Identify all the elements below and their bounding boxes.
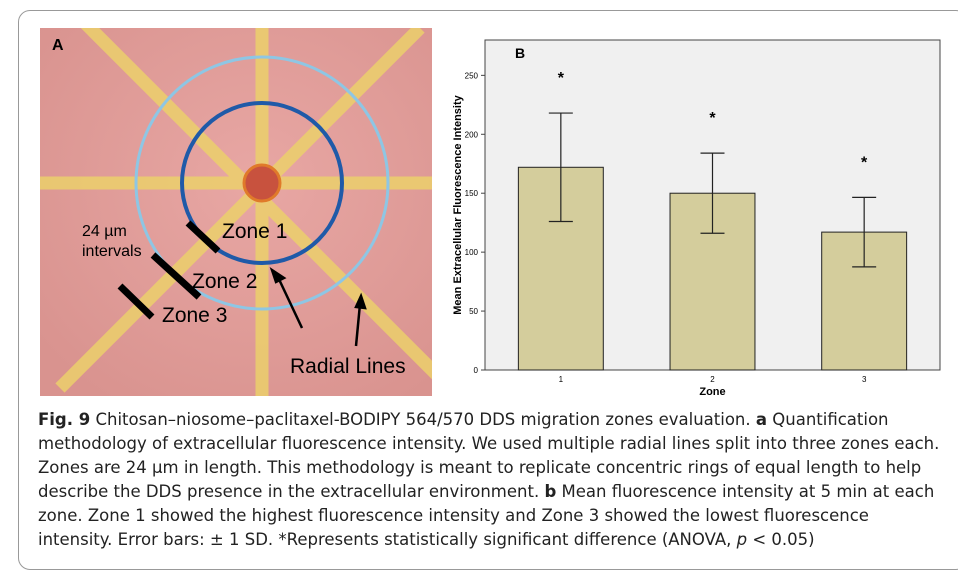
significance-mark: * <box>861 154 868 171</box>
zone-label: Zone 1 <box>222 220 287 243</box>
y-tick-label: 250 <box>465 71 479 80</box>
chart-title: B <box>515 45 525 61</box>
significance-mark: * <box>709 110 716 127</box>
x-tick-label: 3 <box>862 375 867 384</box>
x-tick-label: 1 <box>559 375 564 384</box>
panel-label: A <box>52 37 64 54</box>
error-bar <box>548 112 573 223</box>
radial-label: Radial Lines <box>290 355 406 378</box>
y-tick-label: 50 <box>469 307 478 316</box>
y-tick-label: 150 <box>465 189 479 198</box>
y-tick-label: 200 <box>465 130 479 139</box>
x-axis-label: Zone <box>699 386 725 398</box>
caption-text: Mean fluorescence intensity at 5 min at … <box>38 482 935 549</box>
caption-part: b <box>544 482 557 501</box>
caption-text: Chitosan–niosome–paclitaxel-BODIPY 564/5… <box>90 410 756 429</box>
zone-label: Zone 3 <box>162 304 227 327</box>
caption-text: < 0.05) <box>747 530 815 549</box>
error-bar <box>700 152 725 234</box>
panel-a-image: A 24 µm intervals Zone 1 Zone 2 Zone 3 R… <box>40 28 432 396</box>
y-tick-label: 0 <box>474 366 479 375</box>
caption-italic: p <box>736 530 748 549</box>
chart: B Zone Mean Extracellular Fluorescence Int… <box>452 39 941 398</box>
caption: Fig. 9 Chitosan–niosome–paclitaxel-BODIP… <box>38 408 943 552</box>
significance-mark: * <box>558 70 565 87</box>
y-tick-label: 100 <box>465 248 479 257</box>
interval-label: intervals <box>82 243 142 260</box>
caption-part: a <box>755 410 768 429</box>
x-tick-label: 2 <box>710 375 715 384</box>
y-axis-label: Mean Extracellular Fluorescence Intensit… <box>452 94 464 314</box>
caption-text: Quantification methodology of extracellu… <box>38 410 940 501</box>
interval-label: 24 µm <box>82 223 127 240</box>
caption-label: Fig. 9 <box>38 410 91 429</box>
zone-label: Zone 2 <box>192 270 257 293</box>
error-bar <box>852 196 877 268</box>
figure-frame <box>18 10 958 570</box>
